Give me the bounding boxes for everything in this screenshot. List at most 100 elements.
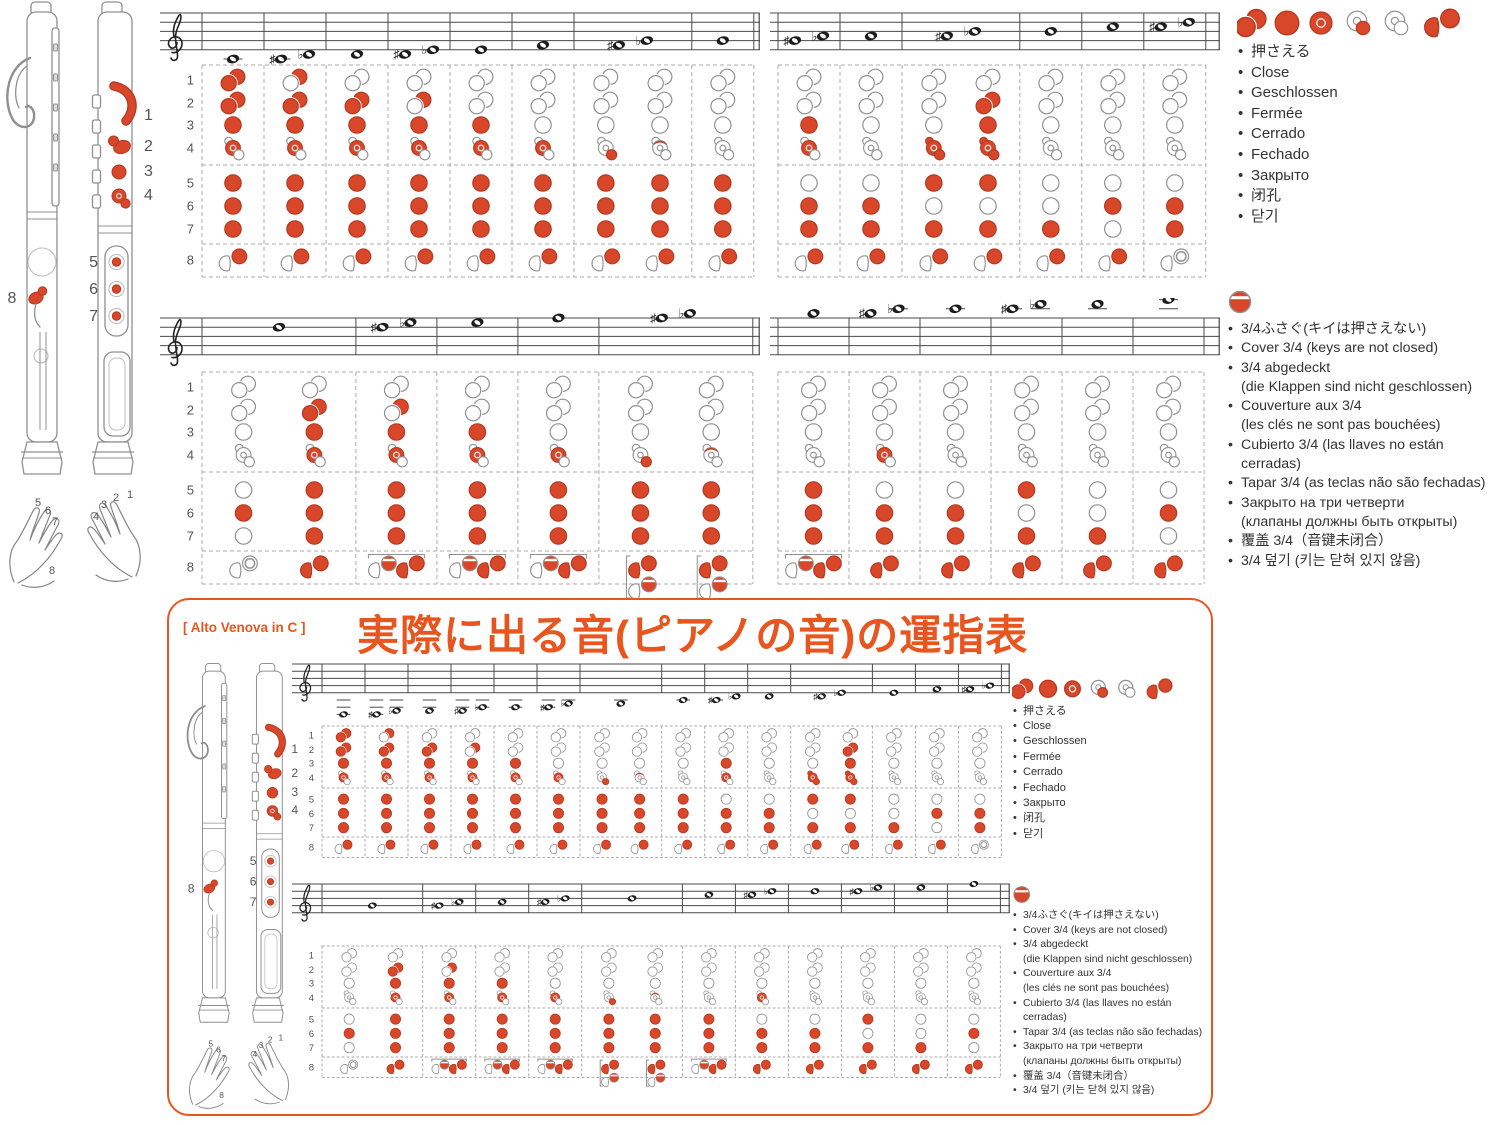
whole-note	[339, 711, 348, 718]
legend-item: 3/4 abgedeckt	[1227, 359, 1500, 379]
legend-item: 3/4 덮기 (키는 닫혀 있지 않음)	[1012, 1084, 1212, 1099]
svg-text:5: 5	[187, 483, 194, 498]
right-hand	[248, 1042, 289, 1105]
svg-text:5: 5	[35, 497, 41, 509]
fingering-C#5/Db5	[752, 948, 771, 1075]
svg-text:♭: ♭	[451, 897, 455, 907]
note-column-F4	[528, 40, 558, 272]
whole-note	[873, 884, 883, 891]
svg-text:♯: ♯	[368, 709, 373, 719]
fingering-A#4/Bb4-alt1	[919, 68, 949, 272]
svg-text:3: 3	[187, 425, 194, 440]
fingering-F#5/Gb5-alt1	[625, 375, 657, 600]
model-label: [ Alto Venova in C ]	[183, 620, 306, 635]
fingering-G#4/Ab4	[794, 68, 824, 272]
whole-note	[616, 700, 626, 707]
svg-text:5: 5	[309, 1015, 314, 1026]
svg-text:♯: ♯	[935, 29, 941, 43]
svg-text:6: 6	[250, 874, 257, 888]
note-column-G3	[420, 699, 439, 855]
svg-text:♭: ♭	[560, 699, 564, 709]
note-column-F#4/Gb4: ♯ ♭	[962, 681, 995, 855]
fingering-F#4/Gb4-alt2	[645, 68, 675, 272]
svg-text:♭: ♭	[422, 43, 428, 57]
legend-item: Fechado	[1237, 145, 1499, 166]
legend-item: 닫기	[1012, 827, 1207, 843]
svg-text:4: 4	[144, 187, 153, 204]
note-column-C#5/Db5: ♯ ♭	[1149, 15, 1195, 272]
legend-item: Cover 3/4 (keys are not closed)	[1227, 339, 1500, 359]
svg-text:3: 3	[309, 759, 314, 770]
right-hand	[87, 501, 141, 582]
note-column-G#3/Ab3: ♯ ♭	[454, 699, 490, 855]
svg-text:6: 6	[45, 505, 51, 517]
whole-note	[497, 898, 507, 906]
legend-item: Закрыто на три четверти	[1012, 1040, 1212, 1055]
whole-note	[392, 707, 401, 714]
fingering-G4-alt2	[386, 948, 405, 1075]
svg-text:5: 5	[309, 795, 314, 806]
whole-note	[640, 36, 654, 45]
svg-text:8: 8	[219, 1090, 224, 1100]
legend-item: 3/4ふさぐ(キイは押さえない)	[1012, 909, 1212, 924]
svg-text:♯: ♯	[708, 695, 713, 705]
treble-clef-icon	[299, 664, 312, 702]
note-column-F3	[334, 699, 353, 855]
svg-text:♯: ♯	[783, 34, 789, 48]
whole-note	[683, 309, 696, 318]
svg-text:♯: ♯	[540, 702, 545, 712]
whole-note	[404, 318, 417, 327]
whole-note	[274, 54, 288, 64]
whole-note	[1034, 299, 1047, 309]
fingering-F5	[529, 375, 587, 579]
closed-key-icons-small	[1012, 678, 1173, 700]
legend-item: 押さえる	[1237, 42, 1499, 63]
fingering-F#4/Gb4-alt1	[591, 68, 621, 272]
whole-note	[716, 36, 729, 45]
legend-item: Geschlossen	[1012, 734, 1207, 750]
svg-text:♯: ♯	[371, 320, 377, 334]
note-column-F5	[964, 880, 983, 1075]
note-column-F#3/Gb3: ♯ ♭	[368, 699, 404, 855]
whole-note	[788, 36, 802, 45]
fingering-D4	[342, 68, 372, 272]
legend-item: Close	[1012, 719, 1207, 735]
legend-item: Закрыто на три четверти	[1227, 494, 1500, 514]
whole-note	[864, 31, 878, 41]
fingering-B4-alt2	[646, 948, 666, 1088]
fingering-E4	[466, 68, 496, 272]
svg-text:8: 8	[187, 253, 194, 268]
fingering-D#4/Eb4	[404, 68, 434, 272]
three-quarter-cover-icon	[1228, 290, 1252, 314]
whole-note	[426, 45, 440, 55]
svg-text:♭: ♭	[474, 702, 478, 712]
whole-note	[949, 304, 962, 314]
fingering-C#5/Db5	[1160, 68, 1190, 272]
note-column-F4	[927, 686, 946, 855]
note-column-G4	[340, 902, 405, 1075]
whole-note	[474, 45, 488, 55]
whole-note	[932, 686, 942, 693]
fingering-A3	[506, 728, 525, 855]
svg-text:2: 2	[309, 745, 314, 756]
fingering-E4	[884, 728, 903, 855]
svg-text:8: 8	[309, 842, 314, 853]
note-column-F#5/Gb5: ♯ ♭	[625, 307, 728, 600]
fingering-F3	[334, 728, 353, 855]
whole-note	[226, 54, 240, 64]
svg-text:1: 1	[278, 1032, 283, 1042]
svg-text:♯: ♯	[1001, 302, 1007, 316]
fingering-D5	[805, 948, 824, 1075]
note-column-E5	[448, 318, 506, 579]
whole-note	[627, 895, 637, 902]
svg-text:♯: ♯	[744, 890, 749, 900]
svg-text:♯: ♯	[431, 901, 436, 911]
svg-text:♭: ♭	[982, 681, 986, 691]
fingering-C#4/Db4	[717, 728, 736, 855]
svg-text:3: 3	[101, 499, 107, 511]
svg-text:1: 1	[291, 742, 298, 756]
legend-item: (les clés ne sont pas bouchées)	[1023, 982, 1170, 994]
